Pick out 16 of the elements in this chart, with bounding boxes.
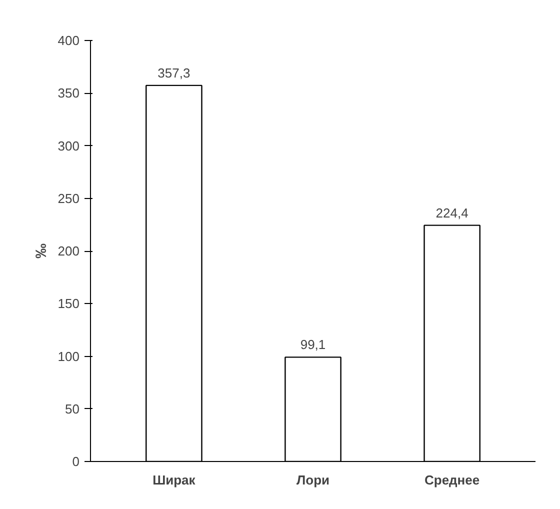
data-label: 99,1 xyxy=(300,337,326,352)
x-tick-label: Ширак xyxy=(152,472,196,488)
y-tick-label: 200 xyxy=(58,244,80,258)
x-tick-label: Среднее xyxy=(424,472,480,488)
y-tick-label: 50 xyxy=(65,401,80,416)
y-tick-label: 100 xyxy=(58,348,80,364)
y-axis-title: ‰ xyxy=(32,244,50,258)
y-tick-label: 300 xyxy=(58,138,80,154)
y-tick-label: 400 xyxy=(58,33,80,48)
x-tick-label: Лори xyxy=(296,472,330,488)
data-label: 224,4 xyxy=(436,205,468,220)
y-tick-label: 150 xyxy=(58,296,80,312)
data-label: 357,3 xyxy=(158,65,190,80)
y-tick-label: 0 xyxy=(72,454,80,469)
y-tick-label: 350 xyxy=(58,86,80,101)
y-tick-label: 250 xyxy=(58,190,80,206)
